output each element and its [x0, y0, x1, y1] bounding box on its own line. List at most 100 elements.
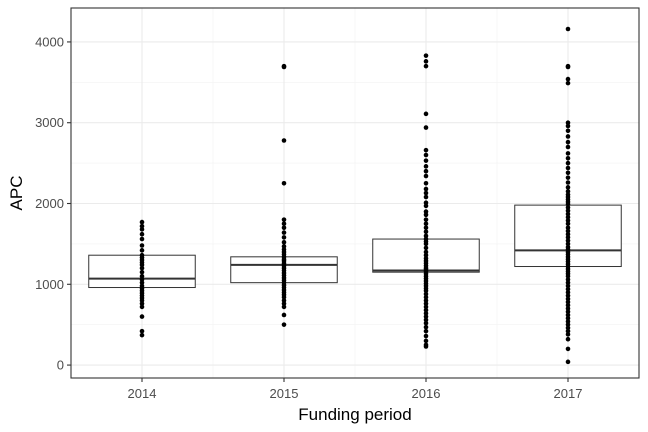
data-point-2016 — [423, 338, 429, 344]
data-point-2016 — [423, 186, 429, 192]
data-point-2015 — [281, 138, 287, 143]
x-tick-label: 2016 — [412, 386, 441, 401]
data-point-2016 — [423, 301, 429, 306]
data-point-2016 — [423, 324, 429, 330]
x-tick-label: 2015 — [270, 386, 299, 401]
y-tick-label: 0 — [57, 358, 64, 373]
data-point-2017 — [565, 319, 571, 324]
y-tick-label: 1000 — [35, 277, 64, 292]
data-point-2016 — [423, 233, 429, 239]
data-point-2016 — [423, 111, 429, 117]
data-point-2017 — [565, 214, 571, 220]
data-point-2015 — [281, 230, 287, 235]
data-point-2016 — [423, 288, 429, 294]
data-point-2017 — [565, 241, 571, 247]
data-point-2014 — [139, 243, 145, 248]
data-point-2015 — [281, 294, 287, 300]
data-point-2017 — [565, 160, 571, 166]
data-point-2017 — [565, 202, 571, 207]
y-tick-label: 4000 — [35, 34, 64, 49]
data-point-2016 — [423, 291, 429, 297]
data-point-2016 — [423, 298, 429, 303]
data-point-2014 — [139, 314, 145, 319]
data-point-2015 — [281, 217, 287, 222]
data-point-2014 — [139, 328, 145, 334]
data-point-2016 — [423, 317, 429, 323]
data-point-2016 — [423, 320, 429, 326]
data-point-2016 — [423, 241, 429, 247]
data-point-2014 — [139, 273, 145, 279]
data-point-2014 — [139, 265, 145, 271]
data-point-2017 — [565, 225, 571, 231]
data-point-2016 — [423, 152, 429, 158]
data-point-2017 — [565, 286, 571, 292]
data-point-2014 — [139, 298, 145, 303]
data-point-2016 — [423, 181, 429, 186]
data-point-2017 — [565, 359, 571, 365]
data-point-2014 — [139, 219, 145, 225]
x-tick-label: 2017 — [554, 386, 583, 401]
data-point-2017 — [565, 299, 571, 305]
data-point-2017 — [565, 120, 571, 126]
x-tick-label: 2014 — [128, 386, 157, 401]
data-point-2017 — [565, 346, 571, 352]
data-point-2017 — [565, 312, 571, 318]
data-point-2016 — [423, 53, 429, 58]
data-point-2016 — [423, 194, 429, 200]
data-point-2017 — [565, 180, 571, 185]
data-point-2016 — [423, 203, 429, 209]
axes: 0 1000 2000 3000 4000 2014 2015 2016 2017 — [35, 34, 582, 401]
data-point-2016 — [423, 164, 429, 169]
data-point-2016 — [423, 168, 429, 174]
data-point-2016 — [423, 59, 429, 64]
data-point-2014 — [139, 248, 145, 253]
data-point-2015 — [281, 244, 287, 249]
data-point-2017 — [565, 315, 571, 321]
data-point-2015 — [281, 322, 287, 327]
data-point-2014 — [139, 236, 145, 242]
data-point-2016 — [423, 125, 429, 130]
data-point-2016 — [423, 328, 429, 334]
data-point-2017 — [565, 322, 571, 327]
data-point-2015 — [281, 239, 287, 245]
data-point-2017 — [565, 155, 571, 161]
data-point-2014 — [139, 304, 145, 310]
data-point-2014 — [139, 227, 145, 232]
x-axis-title: Funding period — [298, 405, 411, 424]
data-point-2014 — [139, 223, 145, 229]
data-point-2016 — [423, 344, 429, 349]
data-point-2017 — [565, 165, 571, 171]
data-point-2017 — [565, 208, 571, 214]
data-point-2017 — [565, 283, 571, 289]
data-point-2017 — [565, 273, 571, 279]
y-tick-label: 2000 — [35, 196, 64, 211]
y-axis-title: APC — [7, 176, 26, 211]
data-point-2016 — [423, 229, 429, 235]
data-point-2017 — [565, 277, 571, 282]
data-point-2017 — [565, 128, 571, 134]
data-point-2017 — [565, 325, 571, 331]
data-point-2017 — [565, 231, 571, 237]
data-point-2016 — [423, 209, 429, 214]
data-point-2014 — [139, 269, 145, 275]
data-point-2016 — [423, 147, 429, 153]
data-point-2017 — [565, 26, 571, 32]
data-point-2016 — [423, 307, 429, 313]
data-point-2016 — [423, 311, 429, 316]
data-points — [139, 26, 571, 365]
data-point-2017 — [565, 293, 571, 298]
data-point-2017 — [565, 134, 571, 139]
data-point-2016 — [423, 304, 429, 310]
data-point-2017 — [565, 280, 571, 285]
data-point-2017 — [565, 80, 571, 86]
data-point-2017 — [565, 151, 571, 156]
data-point-2014 — [139, 332, 145, 338]
data-point-2017 — [565, 235, 571, 240]
data-point-2017 — [565, 64, 571, 70]
data-point-2014 — [139, 301, 145, 306]
data-point-2015 — [281, 312, 287, 318]
data-point-2016 — [423, 314, 429, 319]
data-point-2016 — [423, 333, 429, 339]
data-point-2017 — [565, 205, 571, 210]
